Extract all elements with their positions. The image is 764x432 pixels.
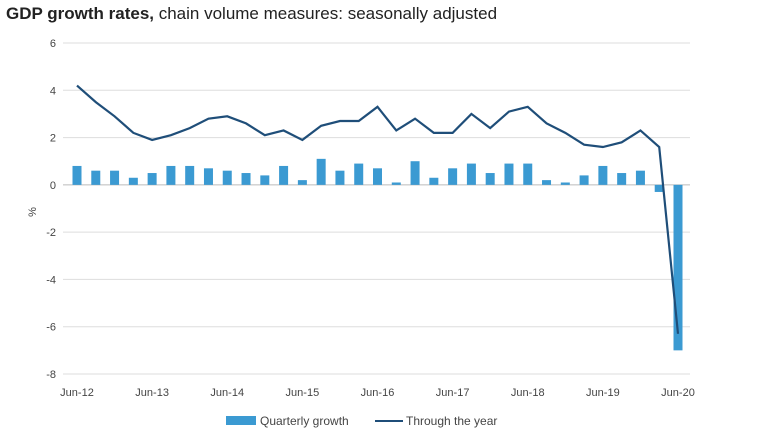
y-tick-label: 6 bbox=[50, 38, 56, 50]
x-tick-label: Jun-15 bbox=[286, 387, 320, 399]
through-the-year-line bbox=[76, 84, 680, 334]
bar-quarterly-growth bbox=[391, 182, 401, 185]
bar-quarterly-growth bbox=[260, 175, 270, 185]
legend-label-through-year: Through the year bbox=[406, 414, 497, 428]
x-tick-label: Jun-13 bbox=[135, 387, 169, 399]
x-tick-label: Jun-17 bbox=[436, 387, 470, 399]
y-tick-label: 4 bbox=[50, 85, 56, 97]
bar-quarterly-growth bbox=[410, 161, 420, 185]
y-tick-label: -6 bbox=[46, 322, 56, 334]
bar-quarterly-growth bbox=[297, 180, 307, 185]
y-tick-label: -4 bbox=[46, 274, 56, 286]
title-bold: GDP growth rates, bbox=[6, 4, 154, 23]
y-tick-label: -8 bbox=[46, 369, 56, 381]
bar-quarterly-growth bbox=[429, 177, 439, 185]
y-axis-label: % bbox=[27, 207, 39, 217]
bar-quarterly-growth bbox=[560, 182, 570, 185]
bar-quarterly-growth bbox=[166, 165, 176, 185]
bar-quarterly-growth bbox=[222, 170, 232, 185]
bar-quarterly-growth bbox=[147, 173, 157, 185]
y-tick-label: 2 bbox=[50, 133, 56, 145]
bar-quarterly-growth bbox=[579, 175, 589, 185]
bar-quarterly-growth bbox=[241, 173, 251, 185]
bar-quarterly-growth bbox=[654, 184, 664, 192]
x-tick-label: Jun-18 bbox=[511, 387, 545, 399]
bar-quarterly-growth bbox=[110, 170, 120, 185]
x-tick-label: Jun-12 bbox=[60, 387, 94, 399]
legend: Quarterly growth Through the year bbox=[226, 414, 497, 428]
bar-quarterly-growth bbox=[72, 165, 82, 185]
bar-quarterly-growth bbox=[673, 184, 683, 351]
chart-title: GDP growth rates, chain volume measures:… bbox=[6, 4, 497, 24]
bar-quarterly-growth bbox=[598, 165, 608, 185]
bar-quarterly-growth bbox=[448, 168, 458, 185]
bar-quarterly-growth bbox=[335, 170, 345, 185]
bar-quarterly-growth bbox=[203, 168, 213, 185]
bar-quarterly-growth bbox=[128, 177, 138, 185]
x-tick-label: Jun-19 bbox=[586, 387, 620, 399]
bar-quarterly-growth bbox=[354, 163, 364, 185]
x-tick-label: Jun-16 bbox=[361, 387, 395, 399]
bar-quarterly-growth bbox=[316, 158, 326, 185]
bar-quarterly-growth bbox=[373, 168, 382, 185]
x-tick-label: Jun-20 bbox=[661, 387, 695, 399]
legend-swatch-quarterly bbox=[226, 416, 256, 425]
bar-quarterly-growth bbox=[466, 163, 476, 185]
y-tick-label: 0 bbox=[50, 180, 56, 192]
bar-quarterly-growth bbox=[185, 165, 195, 185]
bar-quarterly-growth bbox=[485, 173, 495, 185]
bar-quarterly-growth bbox=[617, 173, 627, 185]
bar-quarterly-growth bbox=[542, 180, 552, 185]
bar-quarterly-growth bbox=[504, 163, 514, 185]
title-rest: chain volume measures: seasonally adjust… bbox=[154, 4, 498, 23]
bar-quarterly-growth bbox=[279, 165, 289, 185]
legend-label-quarterly: Quarterly growth bbox=[260, 414, 349, 428]
bar-quarterly-growth bbox=[91, 170, 101, 185]
x-tick-label: Jun-14 bbox=[210, 387, 244, 399]
bar-quarterly-growth bbox=[635, 170, 645, 185]
y-tick-label: -2 bbox=[46, 227, 56, 239]
bar-quarterly-growth bbox=[523, 163, 533, 185]
